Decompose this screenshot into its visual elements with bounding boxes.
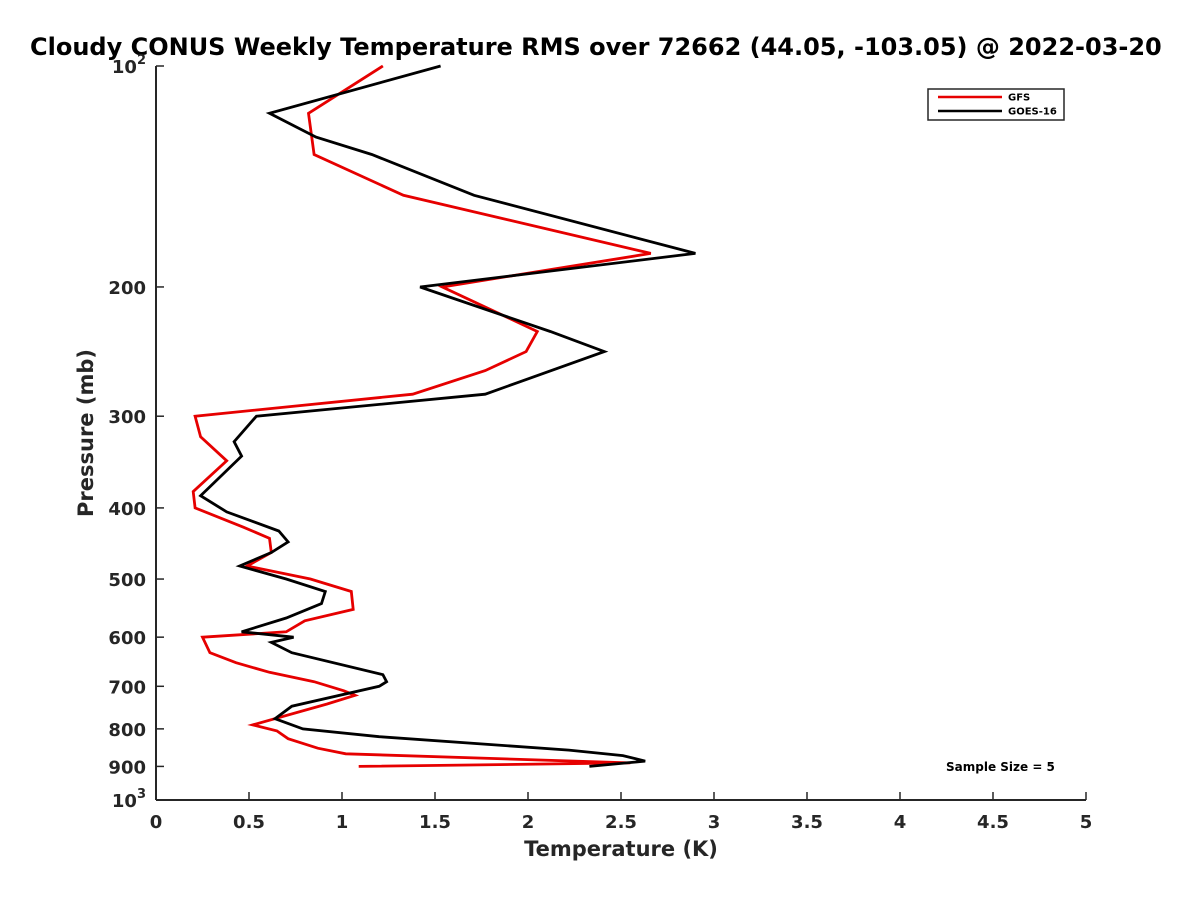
y-tick-label: 700 [108, 677, 146, 698]
x-axis-label: Temperature (K) [524, 837, 718, 861]
y-tick-label: 900 [108, 757, 146, 778]
x-tick-label: 3.5 [791, 812, 823, 833]
y-axis-label: Pressure (mb) [74, 349, 98, 517]
axes-layer [155, 66, 1086, 801]
x-tick-label: 0.5 [233, 812, 265, 833]
y-tick-label: 300 [108, 407, 146, 428]
y-tick-group: 102 200 300 400 500 600 700 800 900 103 [108, 53, 164, 812]
x-tick-label: 2.5 [605, 812, 637, 833]
y-tick-label: 800 [108, 720, 146, 741]
legend: GFS GOES-16 [927, 88, 1065, 121]
y-tick-label: 500 [108, 570, 146, 591]
y-tick-label: 200 [108, 278, 146, 299]
y-tick-label: 102 [112, 53, 146, 78]
series-layer [191, 64, 696, 768]
legend-label-gfs: GFS [1008, 93, 1030, 104]
y-tick-label: 103 [112, 787, 146, 812]
legend-label-goes-16: GOES-16 [1008, 107, 1057, 118]
x-tick-label: 4.5 [977, 812, 1009, 833]
x-tick-group: 0 0.5 1 1.5 2 2.5 3 3.5 4 4.5 5 [150, 792, 1093, 833]
x-tick-label: 1 [336, 812, 349, 833]
x-tick-label: 3 [708, 812, 721, 833]
x-tick-label: 0 [150, 812, 163, 833]
x-tick-label: 5 [1080, 812, 1093, 833]
series-line-goes-16 [198, 64, 696, 768]
x-tick-label: 2 [522, 812, 535, 833]
legend-box [927, 88, 1065, 121]
chart-title: Cloudy CONUS Weekly Temperature RMS over… [30, 33, 1162, 61]
y-tick-label: 400 [108, 499, 146, 520]
x-tick-label: 1.5 [419, 812, 451, 833]
sample-size-annotation: Sample Size = 5 [946, 760, 1055, 774]
x-tick-label: 4 [894, 812, 907, 833]
y-tick-label: 600 [108, 628, 146, 649]
